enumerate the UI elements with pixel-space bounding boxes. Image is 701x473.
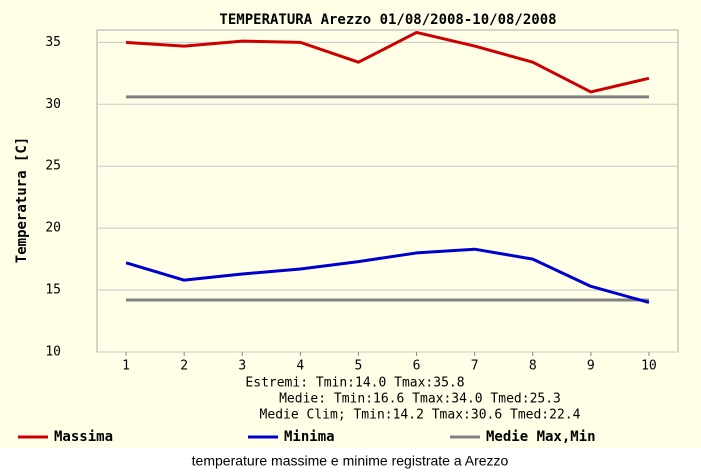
annotation: Estremi: Tmin:14.0 Tmax:35.8	[245, 376, 464, 391]
annotation: Medie Clim; Tmin:14.2 Tmax:30.6 Tmed:22.…	[260, 408, 581, 423]
legend-label: Massima	[54, 429, 113, 445]
y-tick-label: 35	[45, 35, 61, 50]
series-line	[125, 30, 650, 94]
x-tick-label: 9	[587, 359, 595, 374]
y-tick-label: 15	[45, 283, 61, 298]
y-tick-label: 25	[45, 159, 61, 174]
y-axis-label: Temperatura [C]	[14, 137, 30, 263]
x-tick-label: 5	[355, 359, 363, 374]
x-tick-label: 6	[413, 359, 421, 374]
caption: temperature massime e minime registrate …	[192, 453, 509, 469]
x-tick-label: 1	[122, 359, 130, 374]
y-tick-label: 20	[45, 221, 61, 236]
x-tick-label: 4	[296, 359, 304, 374]
chart-title: TEMPERATURA Arezzo 01/08/2008-10/08/2008	[219, 12, 556, 28]
x-tick-label: 8	[529, 359, 537, 374]
y-tick-label: 10	[45, 345, 61, 360]
chart-background	[0, 0, 701, 448]
x-tick-label: 3	[238, 359, 246, 374]
series-line	[125, 247, 650, 304]
legend-label: Minima	[284, 429, 335, 445]
x-tick-label: 2	[180, 359, 188, 374]
x-tick-label: 10	[641, 359, 657, 374]
legend-label: Medie Max,Min	[486, 429, 596, 445]
x-tick-label: 7	[471, 359, 479, 374]
y-tick-label: 30	[45, 97, 61, 112]
annotation: Medie: Tmin:16.6 Tmax:34.0 Tmed:25.3	[279, 392, 561, 407]
